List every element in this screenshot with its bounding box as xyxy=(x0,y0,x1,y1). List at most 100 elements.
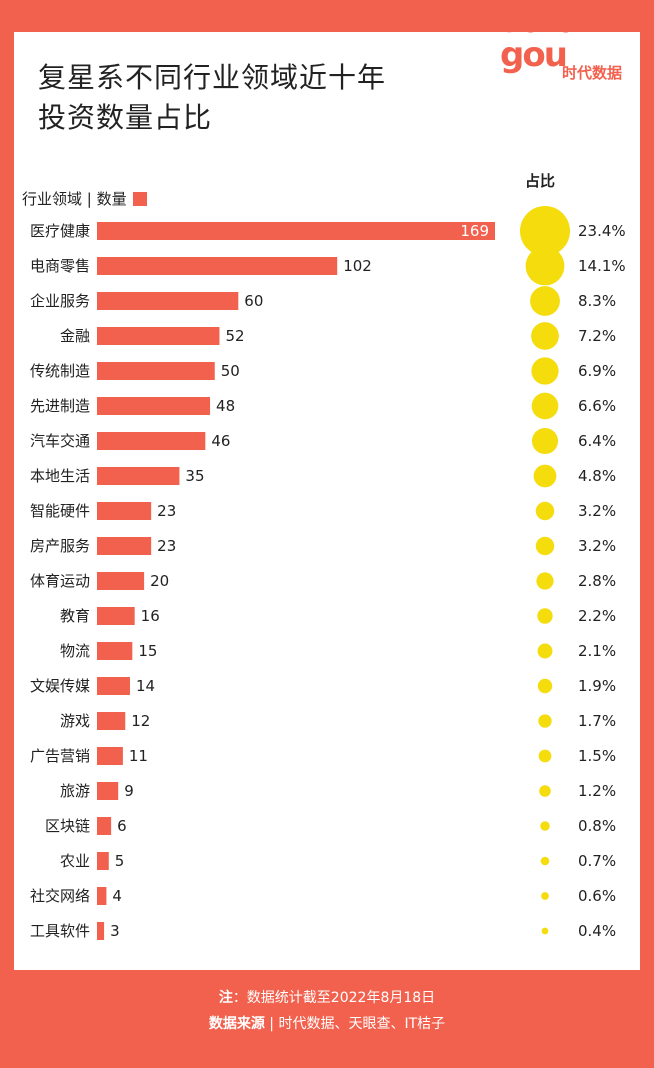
footer-source-text: | 时代数据、天眼查、IT桔子 xyxy=(264,1016,446,1032)
share-label: 3.2% xyxy=(578,502,616,520)
category-label: 区块链 xyxy=(45,817,90,835)
value-label: 23 xyxy=(157,502,176,520)
category-label: 物流 xyxy=(60,642,90,660)
category-label: 体育运动 xyxy=(30,572,90,590)
chart-title: 复星系不同行业领域近十年 投资数量占比 xyxy=(38,58,386,138)
bar xyxy=(97,222,495,240)
category-label: 医疗健康 xyxy=(30,222,90,240)
share-bubble xyxy=(535,536,555,556)
share-bubble xyxy=(537,608,553,624)
footer-note-label: 注 xyxy=(218,990,233,1006)
bar xyxy=(97,292,239,310)
bar xyxy=(97,257,338,275)
share-bubble xyxy=(540,821,550,831)
category-label: 教育 xyxy=(60,607,90,625)
category-label: 智能硬件 xyxy=(30,502,90,520)
share-bubble xyxy=(531,392,559,420)
share-label: 8.3% xyxy=(578,292,616,310)
bar xyxy=(97,432,206,450)
logo-word-2: gou xyxy=(500,35,568,75)
share-bubble xyxy=(537,643,553,659)
bar xyxy=(97,922,105,940)
value-label: 46 xyxy=(211,432,230,450)
share-label: 7.2% xyxy=(578,327,616,345)
share-bubble xyxy=(531,427,559,455)
share-label: 0.8% xyxy=(578,817,616,835)
bar xyxy=(97,397,211,415)
value-label: 9 xyxy=(124,782,134,800)
value-label: 50 xyxy=(221,362,240,380)
category-label: 农业 xyxy=(60,852,90,870)
share-label: 6.9% xyxy=(578,362,616,380)
value-label: 102 xyxy=(343,257,372,275)
bar xyxy=(97,642,133,660)
share-header: 占比 xyxy=(525,172,556,190)
share-bubble xyxy=(541,927,549,935)
share-bubble xyxy=(525,246,565,286)
title-line-1: 复星系不同行业领域近十年 xyxy=(38,61,387,94)
bar xyxy=(97,887,107,905)
share-bubble xyxy=(535,501,555,521)
value-label: 14 xyxy=(136,677,155,695)
bar xyxy=(97,607,135,625)
brand-logo: data gou 时代数据 xyxy=(500,4,650,88)
title-line-2: 投资数量占比 xyxy=(38,101,213,134)
share-label: 2.8% xyxy=(578,572,616,590)
logo-brand: 时代数据 xyxy=(562,64,623,82)
share-bubble xyxy=(531,322,559,350)
share-label: 1.5% xyxy=(578,747,616,765)
bar xyxy=(97,817,112,835)
category-label: 工具软件 xyxy=(30,922,90,940)
share-bubble xyxy=(537,678,553,694)
value-label: 5 xyxy=(115,852,125,870)
value-label: 16 xyxy=(141,607,160,625)
share-label: 2.2% xyxy=(578,607,616,625)
value-label: 169 xyxy=(460,222,489,240)
bar xyxy=(97,712,126,730)
footer-source: 数据来源 | 时代数据、天眼查、IT桔子 xyxy=(0,1011,654,1037)
share-bubble xyxy=(520,206,570,256)
legend: 行业领域 | 数量 xyxy=(22,188,147,209)
share-label: 3.2% xyxy=(578,537,616,555)
share-bubble xyxy=(533,464,557,488)
chart-panel xyxy=(14,32,640,970)
category-label: 金融 xyxy=(60,327,90,345)
share-label: 1.2% xyxy=(578,782,616,800)
category-label: 社交网络 xyxy=(30,887,90,905)
category-label: 广告营销 xyxy=(30,747,90,765)
share-bubble xyxy=(536,572,554,590)
share-bubble xyxy=(540,856,550,866)
share-label: 1.9% xyxy=(578,677,616,695)
footer-note-text: ：数据统计截至2022年8月18日 xyxy=(232,990,436,1006)
value-label: 35 xyxy=(185,467,204,485)
share-label: 0.7% xyxy=(578,852,616,870)
value-label: 60 xyxy=(244,292,263,310)
category-label: 房产服务 xyxy=(30,537,90,555)
value-label: 12 xyxy=(131,712,150,730)
share-label: 4.8% xyxy=(578,467,616,485)
bar xyxy=(97,327,220,345)
category-label: 本地生活 xyxy=(30,467,90,485)
bar xyxy=(97,782,119,800)
legend-label: 行业领域 | 数量 xyxy=(22,190,127,208)
share-label: 6.4% xyxy=(578,432,616,450)
bar xyxy=(97,677,130,695)
share-label: 23.4% xyxy=(578,222,626,240)
category-label: 电商零售 xyxy=(30,257,90,275)
share-label: 2.1% xyxy=(578,642,616,660)
category-label: 企业服务 xyxy=(30,292,90,310)
footer-note: 注：数据统计截至2022年8月18日 xyxy=(0,985,654,1011)
bar xyxy=(97,502,152,520)
bar xyxy=(97,747,123,765)
share-bubble xyxy=(538,749,552,763)
share-label: 0.4% xyxy=(578,922,616,940)
value-label: 52 xyxy=(225,327,244,345)
share-bubble xyxy=(541,892,549,900)
value-label: 4 xyxy=(112,887,122,905)
value-label: 3 xyxy=(110,922,120,940)
category-label: 先进制造 xyxy=(30,397,90,415)
share-label: 14.1% xyxy=(578,257,626,275)
legend-swatch xyxy=(132,191,147,206)
share-label: 0.6% xyxy=(578,887,616,905)
